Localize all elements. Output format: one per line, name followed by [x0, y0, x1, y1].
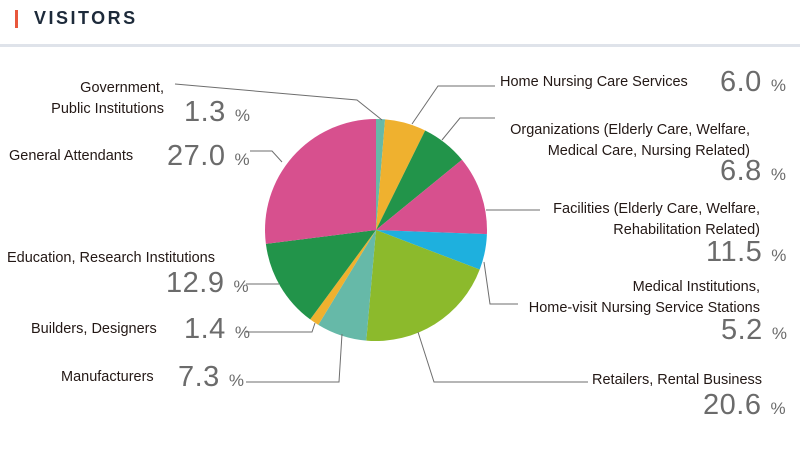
- label-line: Public Institutions: [51, 101, 164, 117]
- slice-label-organizations: Organizations (Elderly Care, Welfare, Me…: [500, 120, 750, 162]
- label-line: Rehabilitation Related): [613, 222, 760, 238]
- percent-sign: %: [770, 399, 786, 418]
- slice-label-education: Education, Research Institutions: [7, 248, 215, 269]
- percent-sign: %: [234, 323, 250, 342]
- slice-value-organizations: 6.8%: [720, 155, 786, 188]
- value-number: 7.3: [178, 361, 220, 393]
- value-number: 20.6: [703, 389, 762, 421]
- percent-sign: %: [771, 324, 787, 343]
- percent-sign: %: [771, 246, 787, 265]
- leader-line-home-nursing-care-services: [411, 85, 495, 125]
- leader-line-retailers-rental-business: [417, 331, 588, 383]
- percent-sign: %: [234, 106, 250, 125]
- slice-value-builders: 1.4%: [184, 313, 250, 346]
- slice-label-medical: Medical Institutions, Home-visit Nursing…: [510, 277, 760, 319]
- slice-value-home-nursing: 6.0%: [720, 66, 786, 99]
- percent-sign: %: [228, 371, 244, 390]
- value-number: 5.2: [721, 314, 763, 346]
- slice-label-government: Government, Public Institutions: [40, 78, 164, 120]
- slice-label-retailers: Retailers, Rental Business: [592, 370, 762, 391]
- section-title: VISITORS: [34, 8, 138, 28]
- accent-bar: [15, 10, 18, 28]
- slice-value-government: 1.3%: [184, 96, 250, 129]
- percent-sign: %: [770, 165, 786, 184]
- label-line: Manufacturers: [61, 369, 154, 385]
- pie-slice-manufacturers: [318, 230, 376, 341]
- slice-label-facilities: Facilities (Elderly Care, Welfare, Rehab…: [520, 199, 760, 241]
- slice-value-education: 12.9%: [166, 267, 249, 300]
- leader-line-general-attendants: [250, 150, 283, 163]
- slice-label-builders: Builders, Designers: [31, 319, 157, 340]
- pie-slice-home-nursing-care-services: [376, 119, 426, 230]
- slice-value-manufacturers: 7.3%: [178, 361, 244, 394]
- label-line: Home-visit Nursing Service Stations: [528, 300, 760, 316]
- label-line: General Attendants: [9, 148, 134, 164]
- percent-sign: %: [234, 150, 250, 169]
- label-line: Builders, Designers: [31, 321, 157, 337]
- pie-slice-organizations-elderly-care-welfare-medical-care-nursing-related: [376, 130, 462, 230]
- value-number: 6.8: [720, 155, 762, 187]
- leader-line-manufacturers: [246, 333, 343, 383]
- pie-slice-general-attendants: [265, 119, 376, 244]
- label-line: Organizations (Elderly Care, Welfare,: [510, 122, 750, 138]
- value-number: 12.9: [166, 267, 225, 299]
- label-line: Medical Care, Nursing Related): [547, 143, 750, 159]
- slice-label-general-attendants: General Attendants: [9, 146, 133, 167]
- label-line: Government,: [80, 80, 164, 96]
- pie-slice-education-research-institutions: [265, 230, 376, 320]
- slice-value-retailers: 20.6%: [703, 389, 786, 422]
- label-line: Medical Institutions,: [632, 279, 760, 295]
- percent-sign: %: [770, 76, 786, 95]
- slice-label-home-nursing: Home Nursing Care Services: [500, 72, 688, 93]
- slice-value-general-attendants: 27.0%: [167, 140, 250, 173]
- pie-slice-retailers-rental-business: [366, 230, 480, 341]
- label-line: Education, Research Institutions: [7, 250, 215, 266]
- value-number: 6.0: [720, 66, 762, 98]
- leader-line-builders-designers: [246, 322, 316, 333]
- value-number: 1.4: [184, 313, 226, 345]
- label-line: Facilities (Elderly Care, Welfare,: [553, 201, 760, 217]
- slice-label-manufacturers: Manufacturers: [61, 367, 154, 388]
- leader-line-government-public-institutions: [174, 83, 383, 121]
- pie-slice-facilities-elderly-care-welfare-rehabilitation-related: [376, 159, 487, 235]
- leader-line-medical-institutions-home-visit-nursing-service-stations: [483, 261, 518, 305]
- leader-line-organizations-elderly-care-welfare-medical-care-nursing-related: [441, 117, 495, 141]
- label-line: Retailers, Rental Business: [592, 372, 763, 388]
- pie-slice-government-public-institutions: [376, 119, 386, 230]
- slice-value-facilities: 11.5%: [706, 236, 786, 269]
- value-number: 11.5: [706, 236, 763, 268]
- value-number: 1.3: [184, 96, 226, 128]
- pie-slice-builders-designers: [310, 230, 376, 325]
- slice-value-medical: 5.2%: [721, 314, 787, 347]
- percent-sign: %: [233, 277, 249, 296]
- label-line: Home Nursing Care Services: [500, 74, 688, 90]
- pie-slice-medical-institutions-home-visit-nursing-service-stations: [376, 230, 487, 270]
- value-number: 27.0: [167, 140, 226, 172]
- section-header: VISITORS: [0, 0, 800, 47]
